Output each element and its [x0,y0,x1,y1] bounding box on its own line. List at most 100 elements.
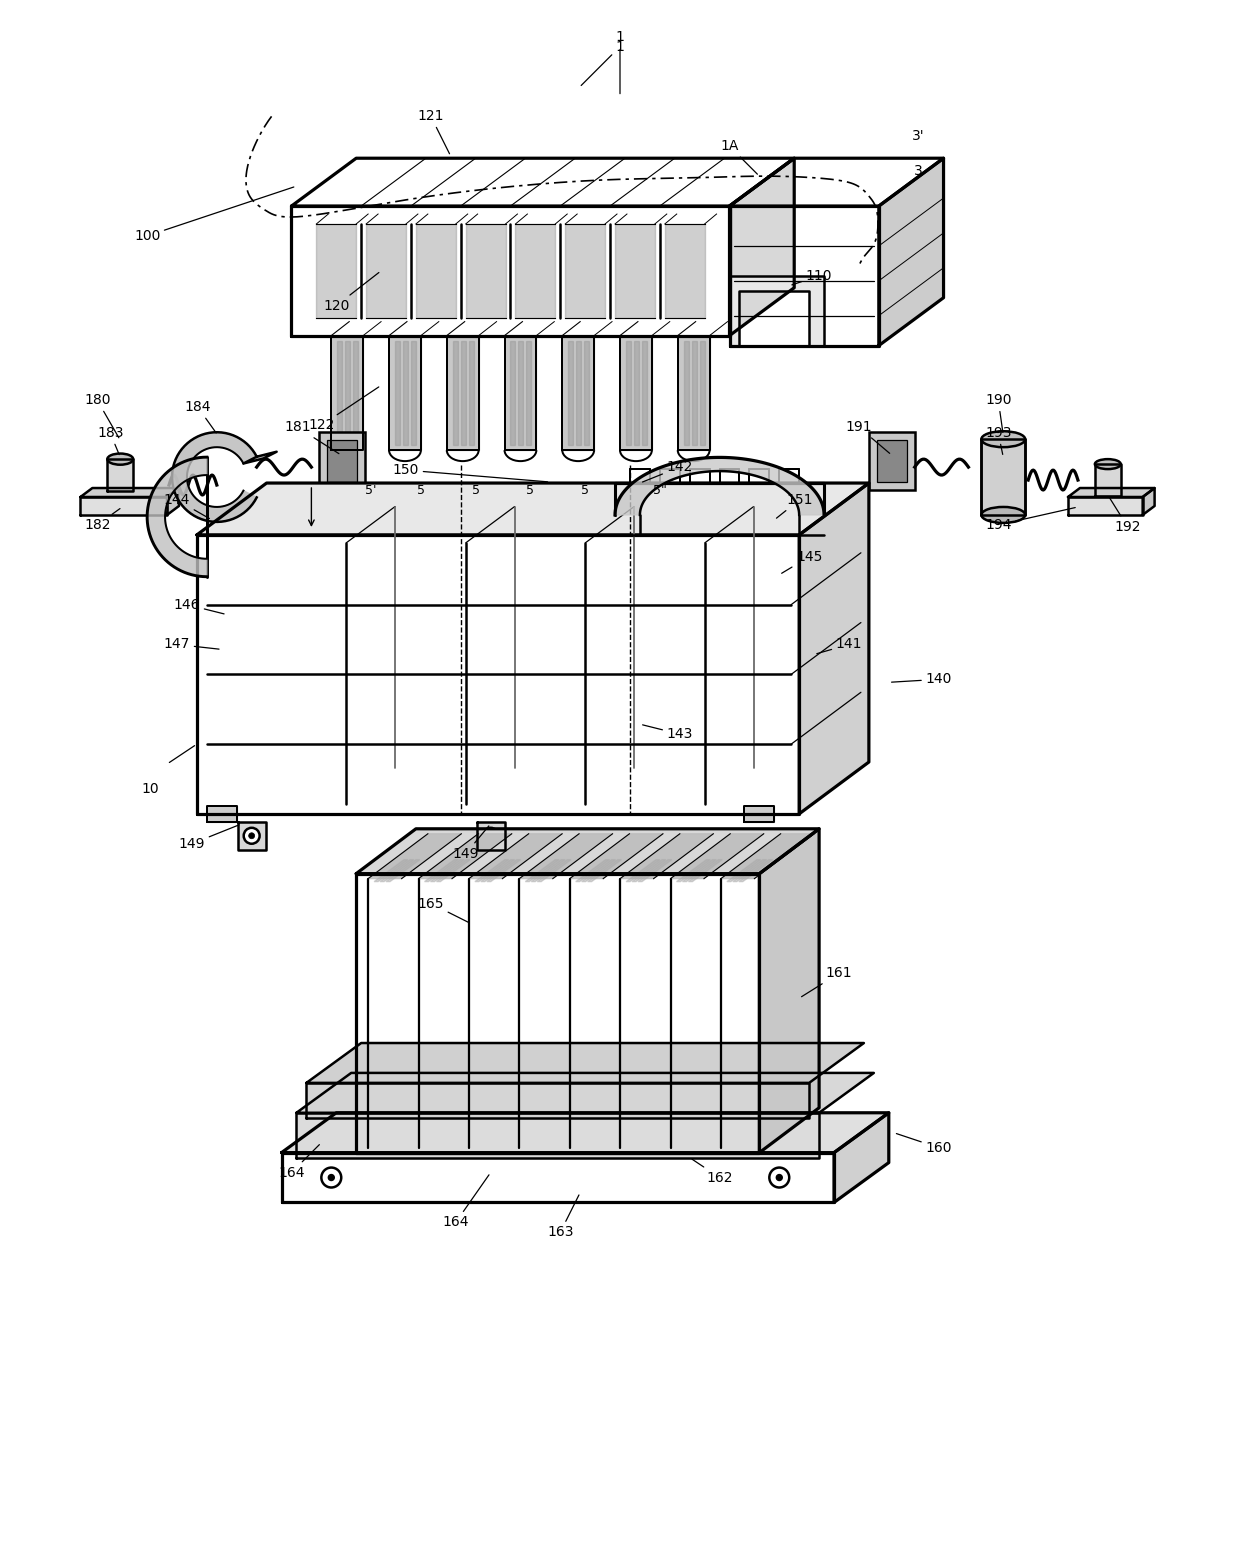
Polygon shape [588,860,621,882]
Text: 5: 5 [527,483,534,497]
Polygon shape [469,341,474,445]
Polygon shape [476,821,505,849]
Polygon shape [1068,488,1154,497]
Text: 120: 120 [324,273,379,313]
Text: 160: 160 [897,1133,952,1155]
Bar [877,440,906,482]
Ellipse shape [981,431,1025,448]
Text: 5: 5 [582,483,589,497]
Text: 164: 164 [278,1144,320,1180]
Text: 1: 1 [582,40,625,85]
Polygon shape [615,224,655,318]
Circle shape [482,828,498,843]
Text: 193: 193 [985,426,1012,454]
Polygon shape [430,860,464,882]
Polygon shape [727,860,761,882]
Polygon shape [1142,488,1154,516]
Polygon shape [108,459,133,491]
Polygon shape [281,1113,889,1153]
Text: 182: 182 [84,508,120,531]
Polygon shape [356,829,820,874]
Polygon shape [729,157,794,335]
Polygon shape [665,224,704,318]
Polygon shape [368,834,461,879]
Text: 163: 163 [547,1195,579,1240]
Polygon shape [436,860,470,882]
Text: 194: 194 [985,508,1075,531]
Polygon shape [396,341,401,445]
Text: 151: 151 [776,493,812,519]
Text: 161: 161 [801,967,852,997]
Polygon shape [207,806,237,821]
Polygon shape [800,483,869,814]
Polygon shape [835,1113,889,1203]
Polygon shape [419,834,512,879]
Polygon shape [584,341,589,445]
Polygon shape [331,335,363,451]
Circle shape [329,1175,335,1181]
Polygon shape [1095,465,1121,496]
Polygon shape [296,1073,874,1113]
Circle shape [769,1167,789,1187]
Polygon shape [415,224,456,318]
Polygon shape [81,488,179,497]
Polygon shape [615,457,825,516]
Polygon shape [671,834,764,879]
Polygon shape [487,860,521,882]
Polygon shape [537,860,572,882]
Polygon shape [720,834,815,879]
Ellipse shape [1095,459,1121,469]
Polygon shape [306,1082,810,1118]
Polygon shape [518,341,523,445]
Polygon shape [575,860,610,882]
Polygon shape [879,157,944,346]
Polygon shape [729,276,825,346]
Text: 180: 180 [84,394,119,438]
Polygon shape [531,860,565,882]
Text: 145: 145 [781,550,822,573]
Polygon shape [526,860,559,882]
Text: 165: 165 [418,897,469,922]
Polygon shape [238,821,265,849]
Polygon shape [505,335,537,451]
Circle shape [487,832,494,838]
Text: 162: 162 [692,1160,733,1184]
Polygon shape [692,341,697,445]
Polygon shape [568,341,573,445]
Text: 5: 5 [417,483,425,497]
Text: 5": 5" [653,483,667,497]
Circle shape [321,1167,341,1187]
Polygon shape [626,341,631,445]
Polygon shape [353,341,358,445]
Polygon shape [81,497,167,516]
Text: 147: 147 [164,638,219,652]
Polygon shape [678,335,709,451]
Text: 149: 149 [179,824,239,851]
Polygon shape [466,224,506,318]
Polygon shape [733,860,766,882]
Polygon shape [410,341,415,445]
Text: 142: 142 [642,460,693,482]
Polygon shape [577,341,582,445]
Circle shape [249,832,254,838]
Polygon shape [345,341,350,445]
Polygon shape [569,834,663,879]
Polygon shape [682,860,717,882]
Polygon shape [403,341,408,445]
Polygon shape [511,341,516,445]
Text: 183: 183 [97,426,124,454]
Bar [320,432,365,489]
Polygon shape [469,834,562,879]
Polygon shape [620,335,652,451]
Polygon shape [565,224,605,318]
Polygon shape [167,488,179,516]
Polygon shape [516,224,556,318]
Text: 1A: 1A [720,139,758,174]
Polygon shape [688,860,722,882]
Polygon shape [527,341,532,445]
Ellipse shape [108,454,133,465]
Polygon shape [699,341,704,445]
Text: 110: 110 [792,269,832,286]
Text: 121: 121 [418,110,450,154]
Polygon shape [381,860,414,882]
